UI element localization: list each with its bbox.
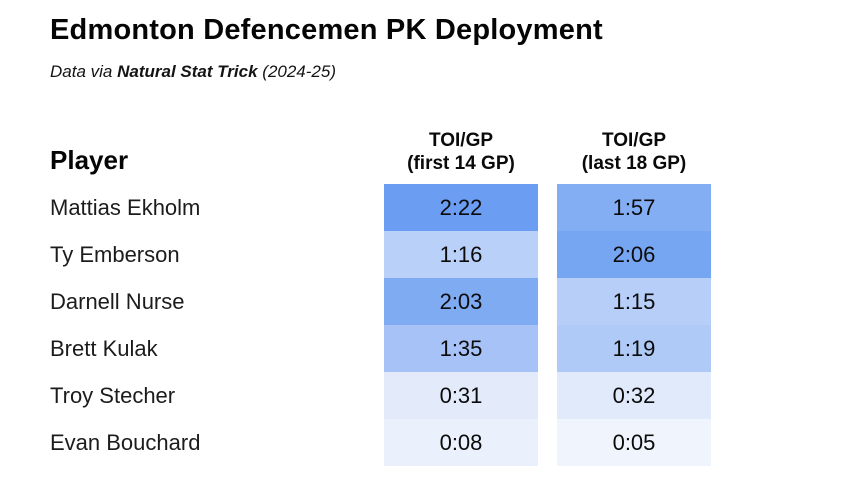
toi-last-header-line2: (last 18 GP) (581, 152, 687, 174)
player-column-header: Player (50, 145, 129, 176)
data-source-note: Data via Natural Stat Trick (2024-25) (50, 62, 818, 82)
toi-cell-first: 1:16 (384, 231, 538, 279)
player-name: Troy Stecher (50, 382, 176, 408)
toi-cell-last: 1:19 (557, 325, 711, 373)
player-name: Evan Bouchard (50, 429, 201, 455)
table-row: Evan Bouchard 0:08 0:05 (50, 419, 818, 467)
toi-cell-last: 1:57 (557, 184, 711, 232)
toi-cell-first: 2:03 (384, 278, 538, 326)
toi-first-header-line1: TOI/GP (428, 129, 494, 151)
table-row: Troy Stecher 0:31 0:32 (50, 372, 818, 420)
toi-cell-last: 0:05 (557, 419, 711, 467)
pk-deployment-table: Player TOI/GP (first 14 GP) TOI/GP (last… (50, 122, 818, 467)
page: Edmonton Defencemen PK Deployment Data v… (50, 14, 818, 467)
column-gap (538, 278, 557, 325)
table-row: Darnell Nurse 2:03 1:15 (50, 278, 818, 326)
subtitle-suffix: (2024-25) (257, 62, 336, 82)
player-name: Brett Kulak (50, 335, 158, 361)
column-gap (538, 419, 557, 466)
column-gap (538, 372, 557, 419)
subtitle-prefix: Data via (50, 62, 118, 82)
player-name: Mattias Ekholm (50, 194, 201, 220)
column-gap (538, 184, 557, 231)
player-name: Darnell Nurse (50, 288, 185, 314)
toi-cell-last: 2:06 (557, 231, 711, 279)
page-title: Edmonton Defencemen PK Deployment (50, 14, 603, 46)
toi-cell-first: 0:08 (384, 419, 538, 467)
toi-cell-first: 2:22 (384, 184, 538, 232)
toi-cell-last: 0:32 (557, 372, 711, 420)
column-gap (538, 231, 557, 278)
column-gap (538, 325, 557, 372)
table-row: Mattias Ekholm 2:22 1:57 (50, 184, 818, 232)
table-header-row: Player TOI/GP (first 14 GP) TOI/GP (last… (50, 122, 818, 184)
toi-cell-first: 1:35 (384, 325, 538, 373)
toi-first-column-header: TOI/GP (first 14 GP) (384, 130, 538, 185)
player-name: Ty Emberson (50, 241, 180, 267)
table-row: Ty Emberson 1:16 2:06 (50, 231, 818, 279)
toi-cell-last: 1:15 (557, 278, 711, 326)
toi-last-column-header: TOI/GP (last 18 GP) (557, 130, 711, 185)
toi-cell-first: 0:31 (384, 372, 538, 420)
toi-first-header-line2: (first 14 GP) (407, 152, 515, 174)
subtitle-source: Natural Stat Trick (117, 62, 258, 82)
table-row: Brett Kulak 1:35 1:19 (50, 325, 818, 373)
toi-last-header-line1: TOI/GP (601, 129, 667, 151)
